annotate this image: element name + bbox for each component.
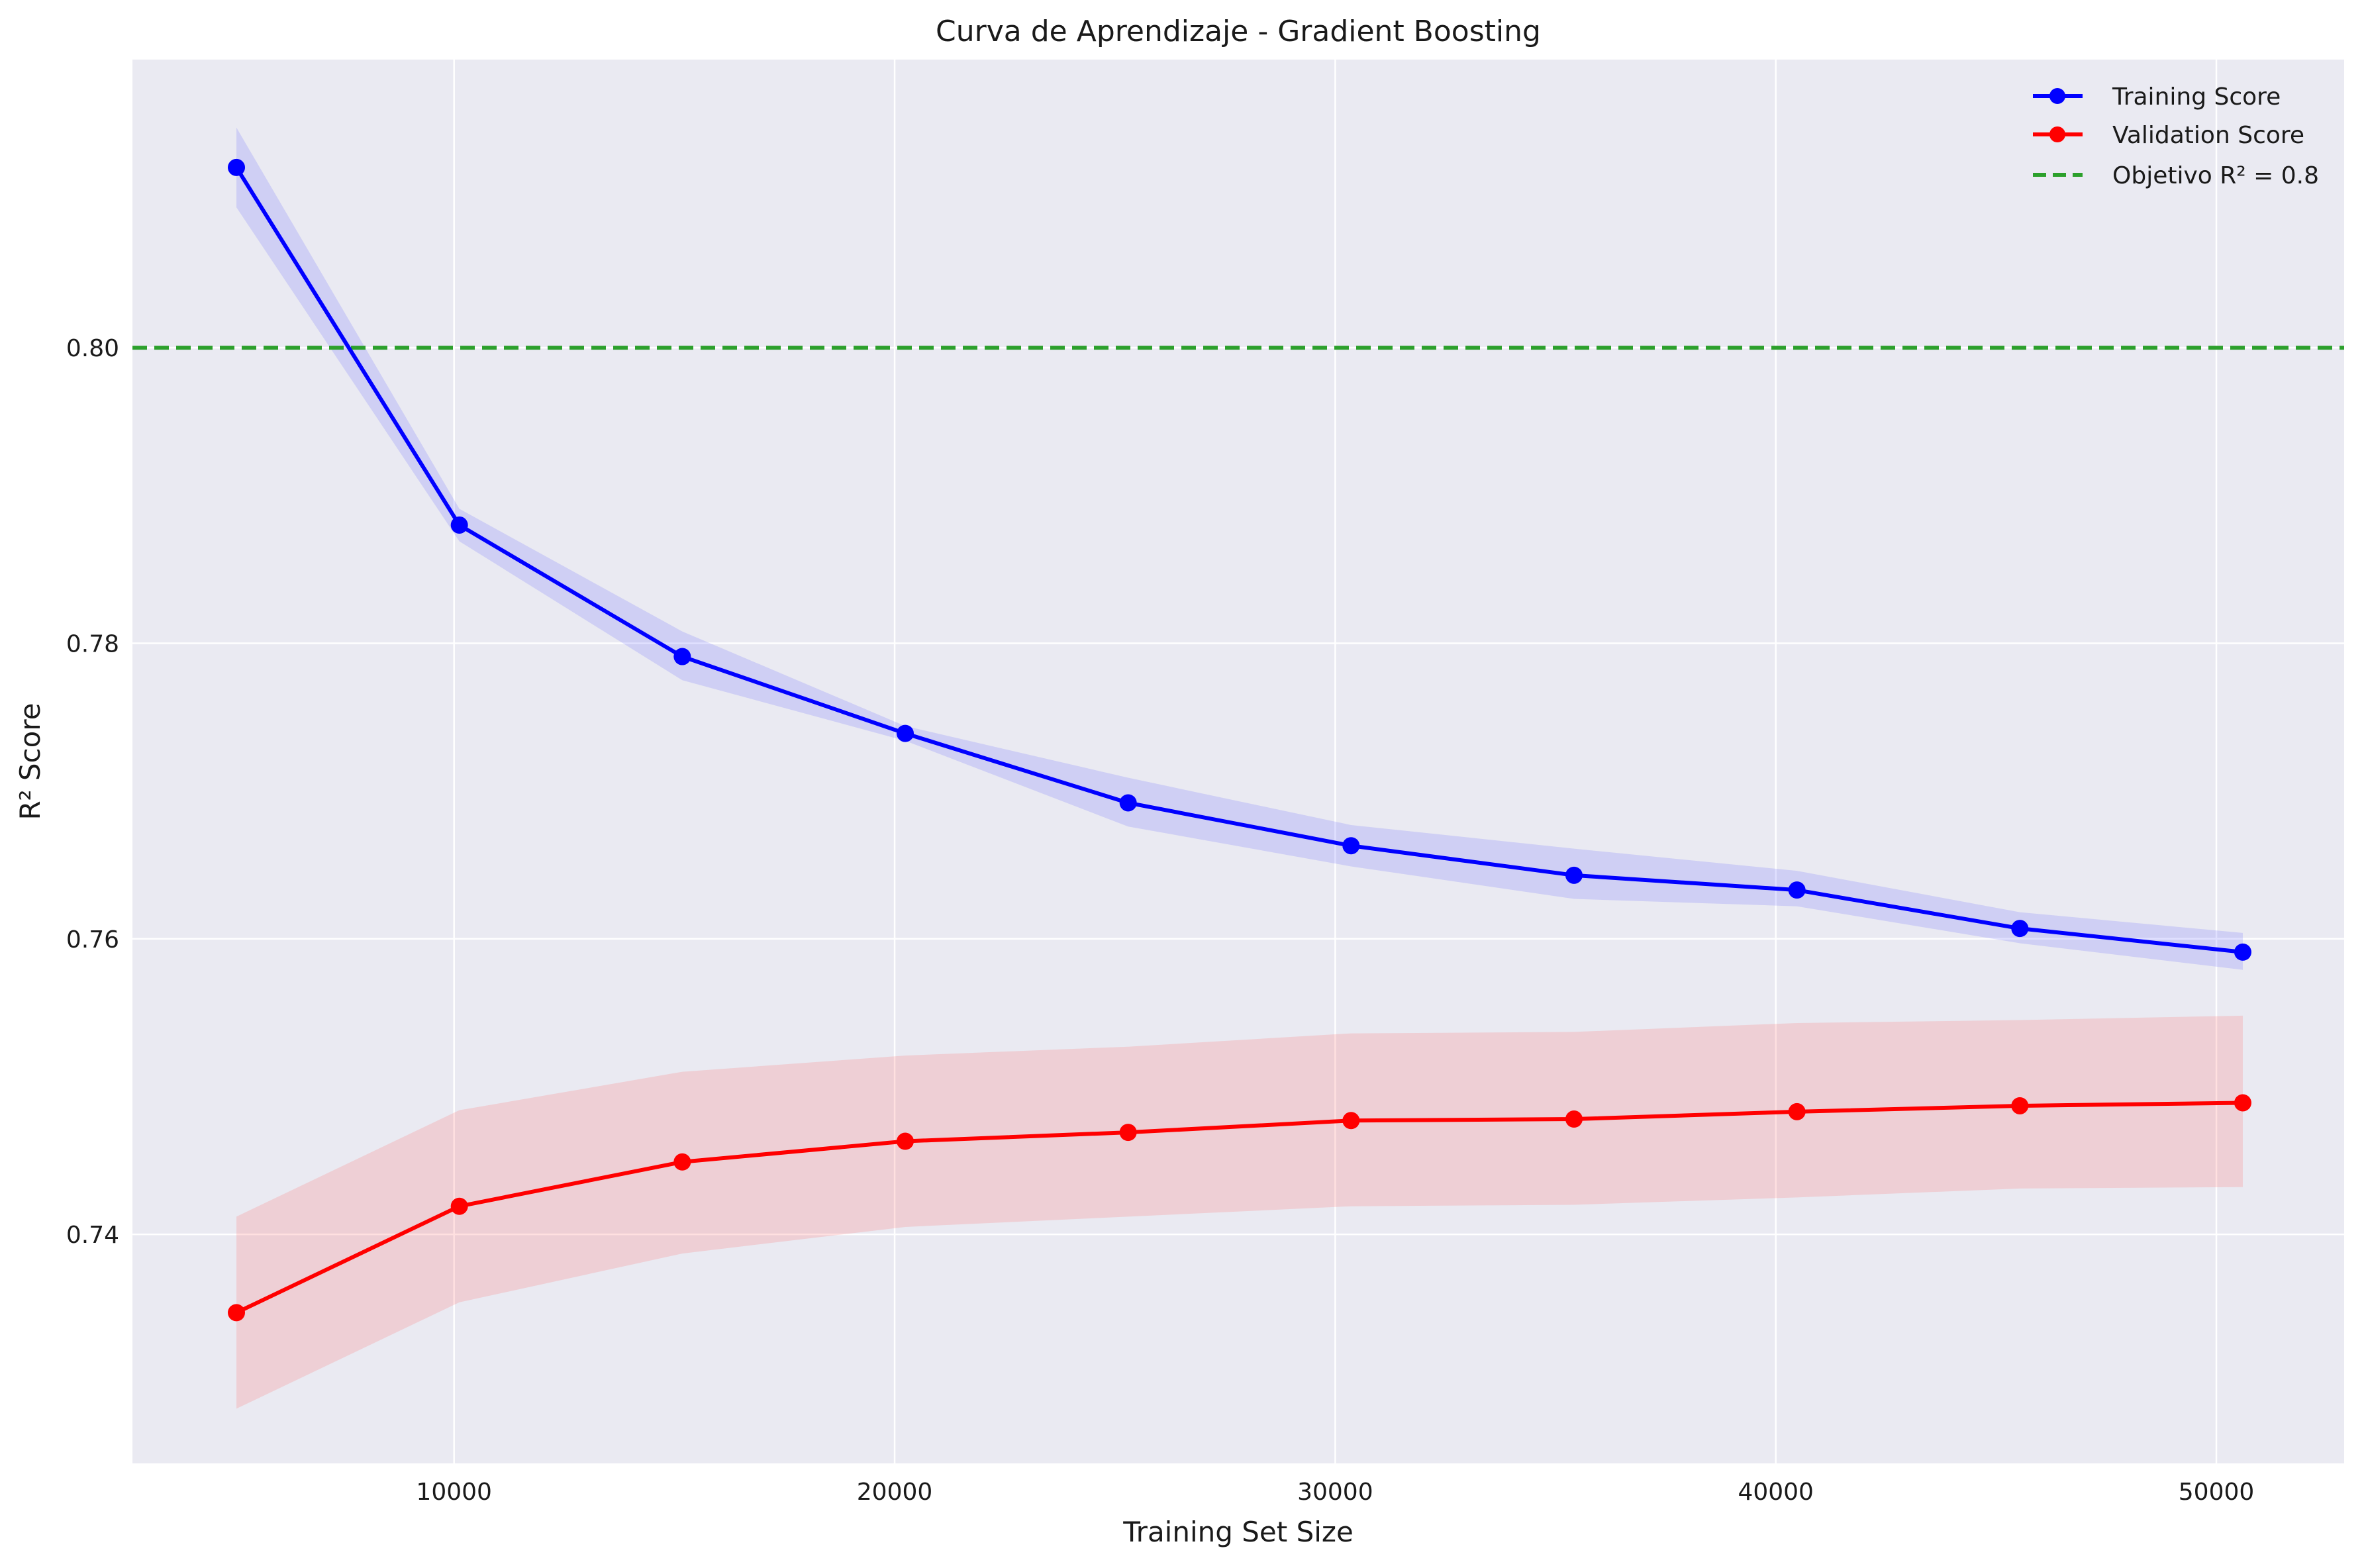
validation-score-point-9	[2234, 1094, 2251, 1112]
series-lines	[234, 166, 2243, 1315]
training-score-point-9	[2234, 943, 2251, 961]
grid-lines	[132, 60, 2344, 1463]
y-tick-label-3: 0.80	[66, 335, 119, 362]
plot-background	[132, 60, 2344, 1463]
x-tick-label-3: 40000	[1738, 1479, 1814, 1506]
legend: Training Score Validation Score Objetivo…	[2033, 83, 2319, 189]
x-tick-label-1: 20000	[857, 1479, 933, 1506]
legend-validation-marker	[2049, 126, 2065, 142]
training-score-line	[234, 166, 2243, 954]
training-score-point-7	[1788, 881, 1806, 899]
y-tick-label-2: 0.78	[66, 630, 119, 658]
y-tick-label-1: 0.76	[66, 926, 119, 954]
training-score-point-4	[1119, 794, 1137, 812]
chart-title: Curva de Aprendizaje - Gradient Boosting	[936, 15, 1541, 48]
validation-score-point-1	[450, 1197, 468, 1215]
training-score-point-0	[228, 158, 246, 176]
legend-entry-validation: Validation Score	[2033, 122, 2304, 149]
x-tick-label-2: 30000	[1297, 1479, 1373, 1506]
x-tick-label-0: 10000	[416, 1479, 492, 1506]
validation-score-point-8	[2011, 1097, 2029, 1114]
training-score-point-6	[1565, 866, 1583, 884]
y-tick-label-0: 0.74	[66, 1222, 119, 1249]
legend-entry-objective: Objetivo R² = 0.8	[2033, 162, 2319, 189]
y-axis-ticks: 0.74 0.76 0.78 0.80	[66, 335, 119, 1249]
x-axis-title: Training Set Size	[1122, 1516, 1354, 1548]
x-axis-ticks: 10000 20000 30000 40000 50000	[416, 1479, 2254, 1506]
training-score-point-8	[2011, 920, 2029, 938]
y-axis-title: R² Score	[14, 703, 46, 820]
legend-validation-label: Validation Score	[2112, 122, 2304, 149]
training-score-point-5	[1342, 837, 1360, 855]
legend-objective-label: Objetivo R² = 0.8	[2112, 162, 2319, 189]
series-points	[228, 158, 2251, 1322]
validation-score-point-3	[897, 1132, 914, 1150]
training-score-band	[236, 127, 2243, 970]
validation-score-point-5	[1342, 1112, 1360, 1130]
legend-training-label: Training Score	[2112, 83, 2281, 111]
validation-score-line	[235, 1101, 2243, 1315]
legend-entry-training: Training Score	[2033, 83, 2281, 111]
training-score-point-1	[450, 516, 468, 534]
x-tick-label-4: 50000	[2179, 1479, 2255, 1506]
validation-score-point-0	[228, 1304, 246, 1322]
training-score-point-3	[897, 724, 914, 742]
validation-score-point-4	[1119, 1124, 1137, 1142]
validation-score-point-6	[1565, 1110, 1583, 1128]
validation-score-point-2	[673, 1153, 691, 1171]
legend-training-marker	[2049, 88, 2065, 104]
validation-score-point-7	[1788, 1102, 1806, 1120]
training-score-point-2	[673, 648, 691, 665]
